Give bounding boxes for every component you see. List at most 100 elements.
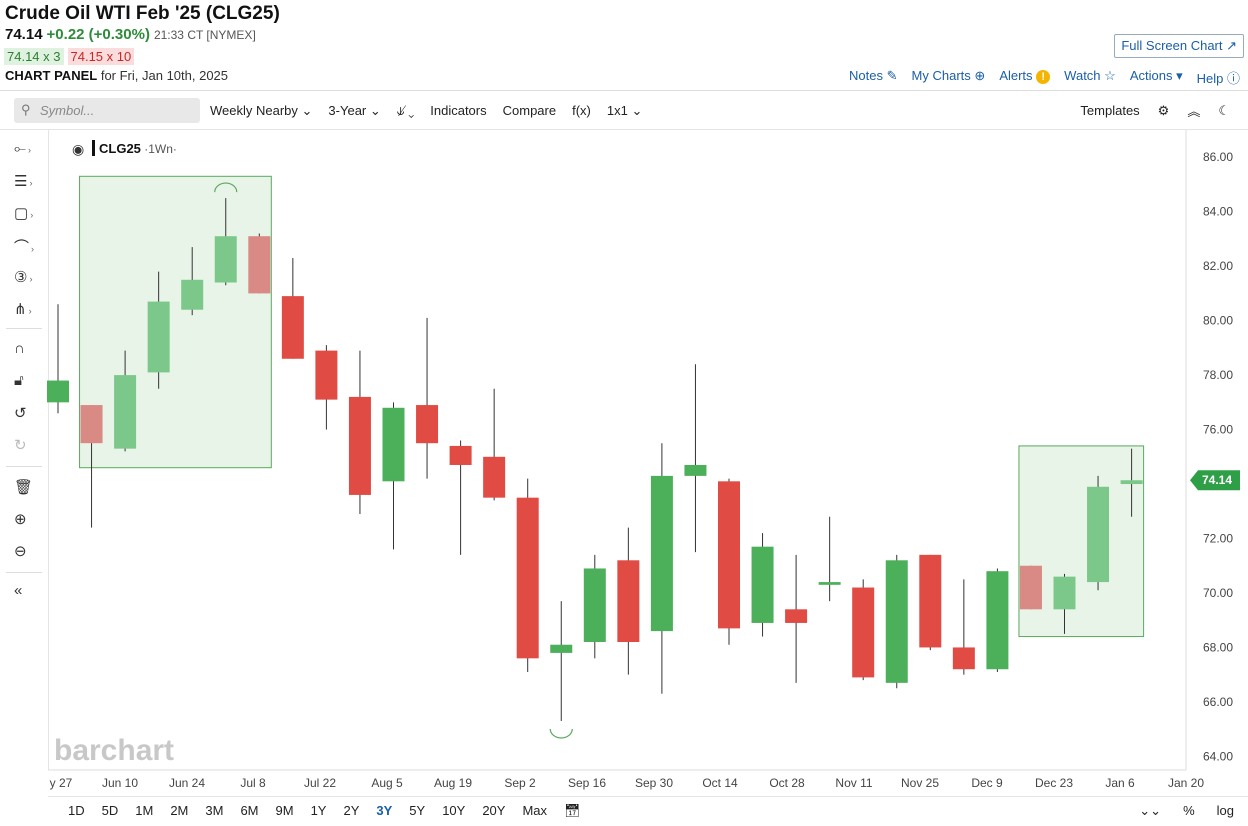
x-tick-label: Sep 30 <box>635 776 673 790</box>
y-tick-label: 84.00 <box>1203 205 1233 219</box>
timeframe-5y[interactable]: 5Y <box>409 803 426 818</box>
candle-body <box>1087 486 1110 583</box>
x-tick-label: Jan 6 <box>1105 776 1135 790</box>
collapse-up-icon[interactable]: ︽ <box>1187 104 1201 119</box>
timeframe-20y[interactable]: 20Y <box>482 803 506 818</box>
x-tick-label: Dec 9 <box>971 776 1003 790</box>
calendar-icon[interactable]: 📅︎ <box>564 803 581 818</box>
fib-tool-icon[interactable]: ☰ › <box>14 173 33 190</box>
timeframe-bar: 1D 5D 1M 2M 3M 6M 9M 1Y 2Y 3Y 5Y 10Y 20Y Max 📅︎ <box>68 803 581 819</box>
trash-icon[interactable]: 🗑︎ <box>14 479 34 496</box>
counter-tool-icon[interactable]: ③ › <box>14 269 33 286</box>
compare-button[interactable]: Compare <box>502 103 557 118</box>
legend-bar <box>92 140 95 156</box>
bottom-right-controls: ⌄⌄ % log <box>1139 803 1234 819</box>
timeframe-3m[interactable]: 3M <box>205 803 224 818</box>
instrument-title: Crude Oil WTI Feb '25 (CLG25) <box>5 3 280 24</box>
barchart-watermark: barchart <box>54 734 174 767</box>
candle-body <box>550 644 573 653</box>
timeframe-1d[interactable]: 1D <box>68 803 85 818</box>
arc-tool-icon[interactable]: ⌒ › <box>14 239 35 256</box>
x-tick-label: Jun 10 <box>102 776 138 790</box>
candle-body <box>80 405 103 444</box>
symbol-search-input[interactable]: ⚲ Symbol... <box>14 98 200 123</box>
interval-dropdown[interactable]: Weekly Nearby ⌄ <box>210 103 313 118</box>
y-tick-label: 78.00 <box>1203 368 1233 382</box>
series-interval: ·1Wn· <box>141 142 177 156</box>
help-link[interactable]: Help ⓘ <box>1197 68 1240 87</box>
toolbar-right: Templates ⚙ ︽ ☾ <box>1080 101 1230 120</box>
x-tick-label: Oct 14 <box>702 776 738 790</box>
candle-body <box>583 568 606 642</box>
chart-type-dropdown[interactable]: ⫝̸ ⌄ <box>396 103 415 118</box>
toolbar-items: Weekly Nearby ⌄ 3-Year ⌄ ⫝̸ ⌄ Indicators… <box>210 103 642 119</box>
x-tick-label: Sep 2 <box>504 776 536 790</box>
collapse-left-icon[interactable]: « <box>14 582 23 599</box>
my-charts-link[interactable]: My Charts ⊕ <box>912 68 986 87</box>
watch-link[interactable]: Watch ☆ <box>1064 68 1116 87</box>
x-tick-label: Jun 24 <box>169 776 205 790</box>
candle-body <box>114 375 137 449</box>
undo-icon[interactable]: ↺ <box>14 405 27 422</box>
x-tick-label: Aug 19 <box>434 776 472 790</box>
timeframe-3y[interactable]: 3Y <box>376 803 393 818</box>
timeframe-2m[interactable]: 2M <box>170 803 189 818</box>
x-tick-label: Jul 22 <box>304 776 336 790</box>
candle-body <box>47 380 69 403</box>
timeframe-10y[interactable]: 10Y <box>442 803 466 818</box>
rectangle-tool-icon[interactable]: ▢ › <box>14 205 34 222</box>
y-tick-label: 66.00 <box>1203 695 1233 709</box>
magnet-icon[interactable]: ∩ <box>14 340 25 357</box>
y-tick-label: 80.00 <box>1203 314 1233 328</box>
moon-icon[interactable]: ☾ <box>1218 102 1230 118</box>
redo-icon[interactable]: ↻ <box>14 437 27 454</box>
x-tick-label: Nov 25 <box>901 776 939 790</box>
low-marker <box>549 728 573 739</box>
timeframe-5d[interactable]: 5D <box>101 803 119 818</box>
timeframe-6m[interactable]: 6M <box>240 803 259 818</box>
timeframe-1m[interactable]: 1M <box>135 803 154 818</box>
candle-body <box>483 456 506 498</box>
candle-body <box>281 296 304 359</box>
ask-badge: 74.15 x 10 <box>67 48 135 65</box>
notes-link[interactable]: Notes ✎ <box>849 68 898 87</box>
log-toggle[interactable]: log <box>1216 803 1234 818</box>
timeframe-2y[interactable]: 2Y <box>343 803 360 818</box>
pitchfork-tool-icon[interactable]: ⋔ › <box>14 301 32 318</box>
zoom-out-icon[interactable]: ⊖ <box>14 543 27 560</box>
range-dropdown[interactable]: 3-Year ⌄ <box>328 103 381 118</box>
actions-menu[interactable]: Actions ▾ <box>1130 68 1183 87</box>
timeframe-max[interactable]: Max <box>522 803 548 818</box>
notes-label: Notes <box>849 68 884 83</box>
x-tick-label: Oct 28 <box>769 776 805 790</box>
x-tick-label: Jan 20 <box>1168 776 1204 790</box>
price-line: 74.14 +0.22 (+0.30%) 21:33 CT [NYMEX] <box>5 26 256 43</box>
candle-body <box>382 407 405 482</box>
price-chart[interactable]: 64.0066.0068.0070.0072.0074.0076.0078.00… <box>0 0 1248 796</box>
fx-button[interactable]: f(x) <box>572 103 591 118</box>
gear-icon[interactable]: ⚙ <box>1157 102 1170 118</box>
actions-label: Actions <box>1129 68 1173 83</box>
y-tick-label: 68.00 <box>1203 640 1233 654</box>
zoom-in-icon[interactable]: ⊕ <box>14 511 27 528</box>
y-tick-label: 82.00 <box>1203 259 1233 273</box>
timeframe-1y[interactable]: 1Y <box>310 803 327 818</box>
panel-date: for Fri, Jan 10th, 2025 <box>100 68 229 83</box>
layout-dropdown[interactable]: 1x1 ⌄ <box>606 103 643 118</box>
last-price: 74.14 <box>5 26 43 43</box>
watch-label: Watch <box>1064 68 1101 83</box>
candle-body <box>315 350 338 400</box>
indicators-button[interactable]: Indicators <box>430 103 487 118</box>
lock-icon[interactable]: 🔓︎ <box>14 372 24 389</box>
full-screen-chart-button[interactable]: Full Screen Chart ↗ <box>1114 34 1244 58</box>
alerts-link[interactable]: Alerts ! <box>999 68 1051 87</box>
timeframe-9m[interactable]: 9M <box>275 803 294 818</box>
expand-down-icon[interactable]: ⌄⌄ <box>1139 803 1162 818</box>
line-tool-icon[interactable]: ⟜ › <box>14 140 32 157</box>
last-price-label: 74.14 <box>1202 473 1232 487</box>
alert-icon: ! <box>1036 70 1051 84</box>
candle-body <box>818 582 841 585</box>
x-tick-label: Jul 8 <box>240 776 266 790</box>
percent-toggle[interactable]: % <box>1183 803 1195 818</box>
templates-button[interactable]: Templates <box>1080 103 1140 118</box>
